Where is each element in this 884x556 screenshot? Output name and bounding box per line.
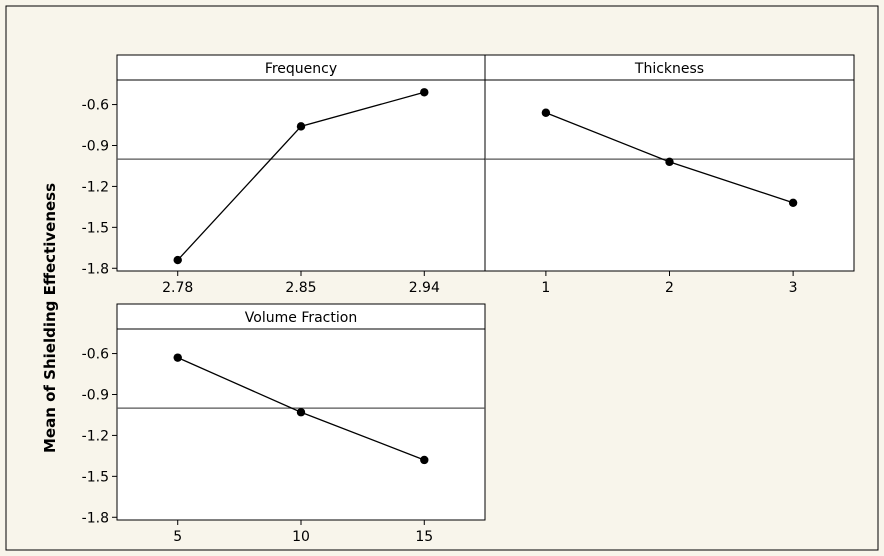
y-tick-label: -0.9 xyxy=(82,387,109,403)
y-tick-label: -1.8 xyxy=(82,510,109,526)
data-point xyxy=(665,157,674,167)
data-point xyxy=(173,255,182,265)
data-point xyxy=(420,455,429,465)
panel-title-box xyxy=(484,54,855,81)
panel-thickness: Thickness 1 2 3 xyxy=(484,54,855,296)
x-tick-label: 2.94 xyxy=(409,280,440,296)
x-tick-label: 3 xyxy=(789,280,798,296)
y-tick-label: -1.8 xyxy=(82,261,109,277)
panel-plot-area xyxy=(484,79,855,272)
panel-title: Thickness xyxy=(634,61,704,77)
data-point xyxy=(173,353,182,362)
y-tick-label: -0.6 xyxy=(82,347,109,363)
panel-frequency: Frequency -0.6 -0.9 -1.2 -1.5 -1.8 2.78 2.85 2.9… xyxy=(82,54,486,296)
x-tick-label: 2.85 xyxy=(285,280,316,296)
data-point xyxy=(420,88,429,97)
data-point xyxy=(296,122,306,131)
data-point xyxy=(788,198,798,207)
panel-plot-area xyxy=(116,328,486,521)
x-tick-label: 2 xyxy=(665,280,674,296)
x-tick-label: 1 xyxy=(541,280,550,296)
y-tick-label: -0.6 xyxy=(82,98,109,114)
x-tick-label: 15 xyxy=(415,529,433,545)
chart-border xyxy=(5,5,879,551)
y-tick-label: -1.2 xyxy=(82,428,109,444)
data-point xyxy=(296,408,306,417)
panel-title: Volume Fraction xyxy=(245,310,357,326)
panel-title-box xyxy=(116,303,486,330)
data-point xyxy=(541,108,551,117)
panel-plot-area xyxy=(116,79,486,272)
y-tick-label: -0.9 xyxy=(82,138,109,154)
panels-group: Frequency -0.6 -0.9 -1.2 -1.5 -1.8 2.78 2.85 2.9… xyxy=(82,54,855,545)
panel-title-box xyxy=(116,54,486,81)
y-tick-label: -1.2 xyxy=(82,179,109,195)
y-axis-label: Mean of Shielding Effectiveness xyxy=(41,183,59,453)
panel-title: Frequency xyxy=(265,61,337,77)
y-tick-label: -1.5 xyxy=(82,469,109,485)
y-tick-label: -1.5 xyxy=(82,220,109,236)
x-tick-label: 10 xyxy=(292,529,310,545)
x-tick-label: 2.78 xyxy=(162,280,193,296)
x-tick-label: 5 xyxy=(173,529,182,545)
panel-volume-fraction: Volume Fraction -0.6 -0.9 -1.2 -1.5 -1.8 5 10 15 xyxy=(82,303,486,545)
